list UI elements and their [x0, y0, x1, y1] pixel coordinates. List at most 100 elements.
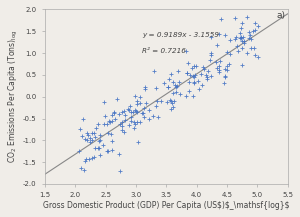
Point — [235, 44, 239, 47]
Point — [223, 74, 228, 77]
Point — [196, 79, 201, 83]
Point — [246, 37, 251, 40]
Point — [77, 149, 82, 152]
Point — [191, 95, 196, 98]
Point — [172, 83, 177, 87]
Point — [217, 71, 222, 74]
Point — [191, 81, 196, 84]
Point — [98, 138, 103, 142]
Point — [82, 169, 86, 172]
Point — [187, 89, 192, 93]
Point — [202, 67, 206, 71]
Point — [154, 86, 158, 89]
Point — [80, 134, 84, 138]
Point — [119, 110, 124, 113]
Text: a): a) — [276, 11, 285, 20]
Point — [216, 32, 221, 36]
Point — [208, 74, 213, 78]
Point — [142, 115, 147, 119]
Point — [98, 133, 103, 137]
Point — [128, 105, 133, 108]
Point — [237, 36, 242, 40]
Point — [146, 117, 151, 120]
Point — [116, 152, 121, 155]
Point — [127, 124, 132, 127]
Point — [84, 138, 89, 141]
Point — [144, 101, 149, 105]
Point — [239, 47, 244, 50]
Point — [129, 119, 134, 123]
Point — [168, 99, 173, 103]
Point — [110, 113, 114, 117]
Point — [233, 16, 238, 19]
Point — [174, 85, 179, 89]
Point — [178, 92, 183, 96]
Point — [252, 28, 257, 31]
Point — [185, 72, 190, 75]
Point — [91, 155, 96, 158]
Point — [110, 119, 115, 123]
Point — [107, 120, 112, 123]
Point — [214, 66, 219, 69]
Point — [252, 46, 256, 50]
Point — [183, 49, 188, 53]
Point — [192, 81, 197, 84]
Point — [90, 156, 95, 159]
Point — [222, 33, 227, 36]
Point — [141, 111, 146, 114]
Point — [120, 124, 125, 128]
Point — [244, 51, 249, 55]
Point — [137, 101, 142, 105]
Point — [152, 70, 157, 73]
Point — [123, 113, 128, 117]
Point — [225, 64, 230, 67]
Point — [154, 105, 158, 108]
Y-axis label: CO$_2$ Emissions Per Capita (Tons)$_\mathsf{log}$: CO$_2$ Emissions Per Capita (Tons)$_\mat… — [7, 30, 20, 163]
Point — [77, 127, 82, 130]
Point — [170, 91, 175, 95]
Point — [255, 24, 260, 28]
Point — [216, 68, 221, 72]
Point — [208, 59, 213, 62]
Point — [185, 71, 190, 75]
Point — [129, 110, 134, 114]
Point — [249, 46, 254, 50]
Point — [122, 130, 127, 134]
Point — [199, 84, 204, 87]
Point — [223, 75, 228, 79]
Point — [192, 76, 197, 79]
Point — [248, 33, 252, 36]
Point — [256, 55, 260, 58]
Point — [166, 85, 170, 89]
Point — [236, 49, 240, 53]
Point — [225, 50, 230, 54]
Point — [115, 98, 119, 101]
Point — [105, 149, 110, 153]
Point — [136, 140, 141, 143]
Point — [227, 62, 232, 65]
Point — [156, 115, 161, 119]
Point — [200, 65, 205, 69]
Point — [112, 111, 117, 114]
Point — [104, 122, 109, 126]
Point — [138, 120, 142, 123]
Point — [213, 61, 218, 64]
Point — [147, 108, 152, 112]
Text: y = 0.9189x - 3.1559: y = 0.9189x - 3.1559 — [142, 32, 219, 38]
Point — [227, 38, 232, 42]
Point — [131, 127, 136, 130]
Point — [205, 77, 209, 81]
Point — [109, 132, 114, 136]
Point — [129, 115, 134, 119]
Point — [173, 90, 178, 94]
Point — [186, 81, 191, 84]
Point — [177, 80, 182, 84]
Point — [184, 95, 188, 98]
Point — [105, 131, 110, 135]
Point — [97, 139, 101, 142]
Point — [119, 120, 124, 123]
Point — [162, 81, 167, 85]
Point — [239, 39, 244, 43]
Point — [222, 81, 227, 84]
Point — [88, 136, 92, 139]
